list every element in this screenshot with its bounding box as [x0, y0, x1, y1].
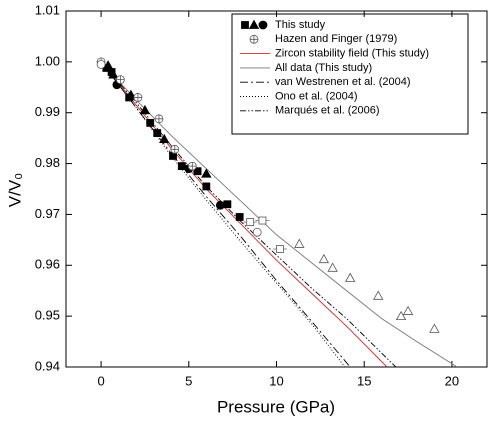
y-tick-label: 1.01 [35, 2, 60, 17]
y-tick-label: 0.96 [35, 257, 60, 272]
triangle-marker [159, 133, 170, 144]
marker-cross [170, 145, 179, 154]
legend-label: Marqués et al. (2006) [275, 105, 380, 117]
triangle-marker [373, 290, 384, 300]
triangle-marker [125, 89, 137, 99]
crossed-circle-marker [115, 75, 125, 85]
square-marker [235, 213, 244, 221]
marker-cross [188, 162, 197, 171]
square-marker [202, 182, 211, 191]
triangle-marker [201, 168, 212, 178]
legend-label: All data (This study) [275, 62, 372, 74]
circle-marker [96, 60, 106, 69]
y-tick-label: 0.94 [35, 358, 60, 373]
triangle-marker [248, 19, 260, 29]
square-marker [193, 167, 202, 176]
triangle-marker [344, 272, 356, 282]
legend-label: Zircon stability field (This study) [275, 48, 429, 60]
marker-cross [133, 93, 142, 102]
y-tick-label: 0.98 [35, 155, 60, 170]
x-tick-label: 20 [445, 373, 459, 388]
triangle-marker [318, 253, 330, 264]
square-marker [146, 118, 155, 127]
square-marker [177, 162, 186, 171]
square-marker [241, 21, 249, 29]
legend-box [231, 13, 469, 135]
square-marker [223, 200, 232, 209]
triangle-marker [139, 104, 151, 115]
triangle-marker [429, 323, 440, 333]
x-axis-label: Pressure (GPa) [217, 397, 335, 416]
fit-line [100, 61, 351, 367]
y-tick-label: 1.00 [35, 53, 60, 68]
legend-label: van Westrenen et al. (2004) [275, 76, 411, 88]
triangle-marker [108, 69, 119, 79]
legend-label: This study [275, 19, 326, 31]
crossed-circle-marker [249, 34, 259, 44]
square-marker [246, 218, 255, 226]
fit-line [100, 61, 458, 367]
y-axis-label: V/V₀ [5, 173, 24, 207]
crossed-circle-marker [170, 144, 180, 154]
crossed-circle-marker [154, 114, 164, 124]
square-marker [276, 245, 284, 253]
marker-cross [154, 114, 163, 123]
x-tick-label: 10 [269, 373, 283, 388]
triangle-marker [327, 262, 338, 272]
square-marker [153, 129, 162, 137]
circle-marker [252, 227, 262, 237]
crossed-circle-marker [187, 161, 197, 171]
y-tick-label: 0.97 [35, 206, 60, 221]
y-tick-label: 0.95 [35, 308, 60, 323]
triangle-marker [402, 305, 414, 315]
fit-line [100, 61, 346, 367]
triangle-marker [395, 310, 407, 321]
marker-cross [250, 35, 258, 44]
circle-marker [215, 200, 225, 210]
triangle-marker [102, 60, 114, 70]
crossed-circle-marker [133, 93, 143, 102]
circle-marker [258, 20, 268, 30]
x-tick-label: 15 [357, 373, 371, 388]
x-tick-label: 0 [97, 373, 104, 388]
marker-cross [116, 75, 125, 84]
x-tick-label: 5 [185, 373, 192, 388]
y-tick-label: 0.99 [35, 104, 60, 119]
fit-line [100, 61, 397, 367]
triangle-marker [294, 238, 305, 248]
legend-label: Ono et al. (2004) [275, 90, 358, 102]
legend-label: Hazen and Finger (1979) [275, 33, 397, 45]
square-marker [258, 216, 267, 225]
